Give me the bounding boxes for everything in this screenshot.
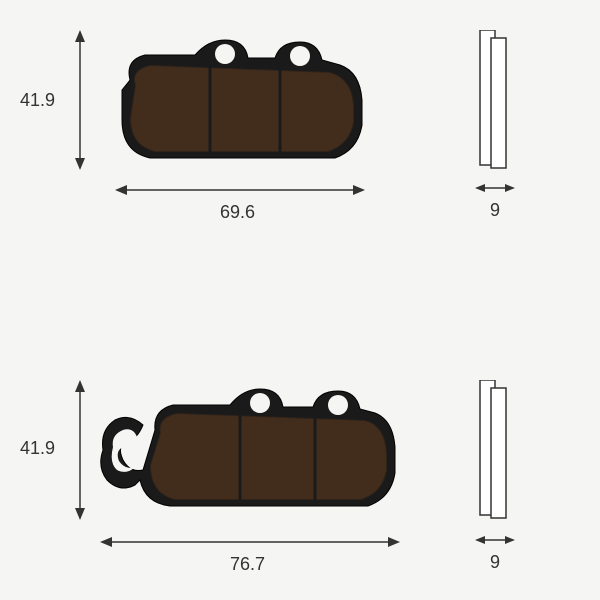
technical-diagram: 41.9 69.6 (0, 0, 600, 600)
pad1-section: 41.9 69.6 (0, 0, 600, 300)
pad2-height-arrow (70, 380, 90, 520)
pad1-width-arrow (115, 180, 365, 200)
pad1-thickness-view (475, 30, 515, 170)
pad2-thickness-arrow (475, 530, 515, 550)
pad2-height-label: 41.9 (20, 438, 55, 459)
pad2-section: 41.9 76.7 (0, 320, 600, 600)
pad1-thickness-label: 9 (490, 200, 500, 221)
pad2-shape (95, 375, 405, 525)
pad2-thickness-label: 9 (490, 552, 500, 573)
pad1-width-label: 69.6 (220, 202, 255, 223)
pad2-width-label: 76.7 (230, 554, 265, 575)
pad1-shape (100, 30, 380, 170)
pad1-height-label: 41.9 (20, 90, 55, 111)
pad1-height-arrow (70, 30, 90, 170)
pad2-width-arrow (100, 532, 400, 552)
pad2-thickness-view (475, 380, 515, 520)
pad1-thickness-arrow (475, 178, 515, 198)
